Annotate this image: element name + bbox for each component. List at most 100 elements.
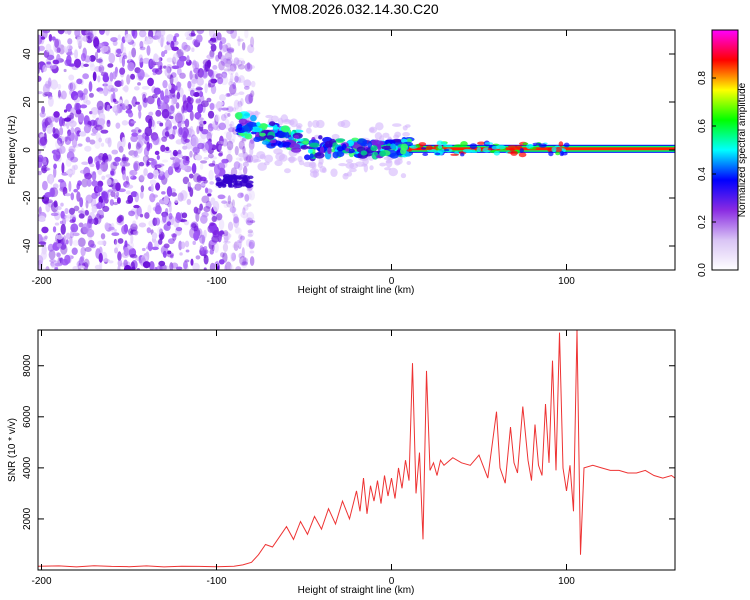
spectrogram-noise-blob <box>149 58 156 68</box>
spectrogram-noise-blob <box>223 112 229 119</box>
spectrogram-noise-blob <box>207 153 214 159</box>
spectrogram-noise-blob <box>68 82 76 92</box>
spectrogram-noise-blob <box>129 253 138 259</box>
spectrogram-noise-blob <box>133 162 139 171</box>
spectrogram-noise-blob <box>174 85 178 91</box>
spectrogram-noise-blob <box>151 232 158 240</box>
spectrogram-noise-blob <box>236 57 245 62</box>
spectrogram-noise-blob <box>189 150 193 158</box>
spectrogram-noise-blob <box>207 110 215 119</box>
spectrogram-noise-blob <box>42 92 48 97</box>
spectrogram-noise-blob <box>244 63 253 72</box>
spectrogram-noise-blob <box>45 167 51 171</box>
spectrogram-noise-blob <box>184 138 190 143</box>
spectrogram-noise-blob <box>246 187 253 192</box>
spectrogram-noise-blob <box>229 138 235 144</box>
spectrogram-noise-blob <box>200 100 209 108</box>
spectrogram-noise-blob <box>206 59 212 68</box>
spectrogram-line-speckle <box>434 152 441 156</box>
spectrogram-noise-blob <box>72 232 80 237</box>
spectrogram-noise-blob <box>38 215 46 222</box>
spectrogram-noise-blob <box>244 193 250 202</box>
spectrogram-noise-blob <box>246 211 255 222</box>
spectrogram-noise-blob <box>80 62 85 68</box>
spectrogram-wisp <box>340 119 351 129</box>
spectrogram-noise-blob <box>105 159 109 165</box>
spectrogram-noise-blob <box>246 203 252 207</box>
spectrogram-noise-blob <box>168 212 173 220</box>
spectrogram-line-speckle <box>445 144 453 148</box>
spectrogram-band-blob <box>335 138 346 142</box>
spectrogram-noise-blob <box>197 117 204 121</box>
spectrogram-noise-blob <box>226 105 234 113</box>
spectrogram-noise-blob <box>161 212 167 223</box>
spectrogram-noise-blob <box>195 98 201 104</box>
spectrogram-noise-blob <box>45 266 50 270</box>
spectrogram-noise-blob <box>143 155 148 167</box>
spectrogram-wisp <box>406 160 412 166</box>
spectrogram-noise-blob <box>117 264 121 270</box>
spectrogram-noise-blob <box>59 220 64 225</box>
spectrogram-noise-blob <box>159 233 164 241</box>
spectrogram-noise-blob <box>233 216 240 224</box>
spectrogram-noise-blob <box>121 156 129 161</box>
spectrogram-noise-blob <box>206 97 212 103</box>
spectrogram-noise-blob <box>174 214 182 224</box>
y-tick-label: 40 <box>22 48 33 60</box>
spectrogram-noise-blob <box>53 166 57 178</box>
spectrogram-noise-blob <box>64 254 71 265</box>
spectrogram-noise-blob <box>120 41 124 53</box>
spectrogram-noise-blob <box>227 67 233 72</box>
spectrogram-noise-blob <box>237 35 241 47</box>
spectrogram-noise-blob <box>125 190 131 195</box>
spectrogram-noise-blob <box>247 230 254 237</box>
spectrogram-noise-blob <box>224 259 232 268</box>
spectrogram-noise-blob <box>154 217 161 226</box>
spectrogram-noise-blob <box>196 30 205 35</box>
spectrogram-noise-blob <box>179 72 186 79</box>
spectrogram-noise-blob <box>238 75 245 84</box>
spectrogram-noise-blob <box>44 192 53 198</box>
spectrogram-noise-blob <box>170 254 174 259</box>
spectrogram-noise-blob <box>109 199 115 206</box>
spectrogram-wisp <box>338 163 347 167</box>
spectrogram-line-speckle <box>532 142 542 146</box>
spectrogram-noise-blob <box>234 227 241 234</box>
spectrogram-noise-blob <box>119 161 128 167</box>
spectrogram-noise-blob <box>131 132 138 137</box>
spectrogram-line-speckle <box>487 147 493 151</box>
spectrogram-noise-blob <box>237 162 243 171</box>
spectrogram-noise-blob <box>100 142 105 147</box>
spectrogram-band-blob <box>360 150 368 156</box>
spectrogram-noise-blob <box>194 73 199 80</box>
spectrogram-noise-blob <box>235 266 242 270</box>
spectrogram-noise-blob <box>114 156 121 162</box>
spectrogram-noise-blob <box>249 216 256 221</box>
spectrogram-noise-blob <box>191 135 199 147</box>
spectrogram-noise-blob <box>38 154 44 163</box>
spectrogram-noise-blob <box>76 36 83 47</box>
spectrogram-noise-blob <box>209 262 216 270</box>
spectrogram-noise-blob <box>218 144 223 152</box>
spectrogram-noise-blob <box>182 176 190 185</box>
spectrogram-noise-blob <box>229 121 235 129</box>
spectrogram-noise-blob <box>156 155 160 160</box>
spectrogram-noise-blob <box>107 79 112 91</box>
spectrogram-wisp <box>318 157 324 165</box>
spectrogram-noise-blob <box>192 38 199 46</box>
spectrogram-band-blob <box>275 130 287 138</box>
spectrogram-noise-blob <box>234 104 243 114</box>
spectrogram-noise-blob <box>249 256 255 266</box>
spectrogram-noise-blob <box>172 156 180 168</box>
spectrogram-noise-blob <box>133 150 138 157</box>
spectrogram-noise-blob <box>98 30 105 35</box>
spectrogram-noise-blob <box>187 80 192 89</box>
spectrogram-noise-blob <box>64 48 69 54</box>
spectrogram-noise-blob <box>106 154 112 162</box>
spectrogram-line-speckle <box>548 151 554 157</box>
spectrogram-noise-blob <box>135 143 143 154</box>
spectrogram-noise-blob <box>167 250 172 255</box>
spectrogram-noise-blob <box>57 89 62 98</box>
spectrogram-noise-blob <box>192 59 197 70</box>
spectrogram-noise-blob <box>41 165 48 174</box>
